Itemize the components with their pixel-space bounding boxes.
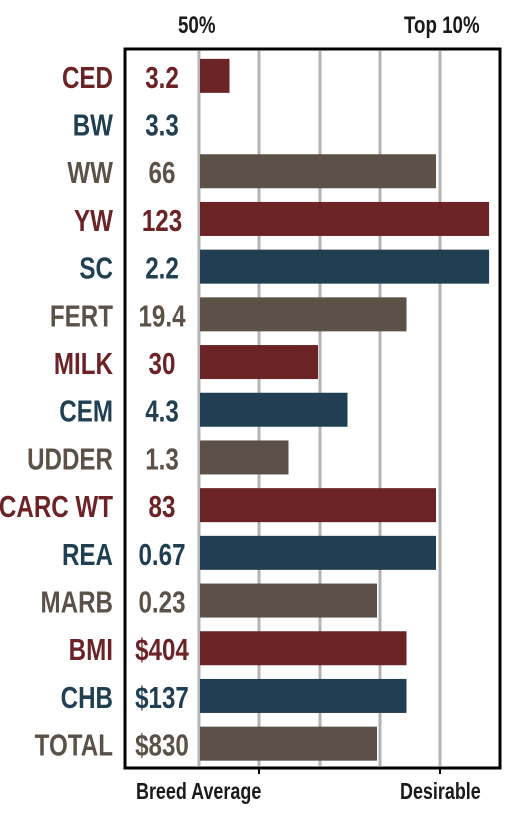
- bar: [200, 631, 407, 666]
- category-label: CARC WT: [0, 489, 113, 524]
- bar: [200, 392, 348, 427]
- bar: [200, 488, 436, 523]
- category-label: MILK: [54, 346, 113, 381]
- header-left-label: 50%: [178, 12, 216, 39]
- category-label: SC: [79, 251, 113, 286]
- category-label: CEM: [59, 394, 113, 429]
- category-label: UDDER: [27, 442, 113, 477]
- value-label: $404: [135, 632, 189, 667]
- category-label: BW: [73, 108, 114, 143]
- category-label: YW: [74, 203, 114, 238]
- category-label: CHB: [61, 680, 113, 715]
- value-label: 0.67: [138, 537, 185, 572]
- value-label: 3.2: [145, 60, 179, 95]
- chart-frame: [123, 47, 502, 770]
- bar: [200, 535, 436, 570]
- value-label: 30: [149, 346, 176, 381]
- category-label: TOTAL: [35, 728, 113, 763]
- value-label: $830: [135, 728, 189, 763]
- value-label: 123: [142, 203, 182, 238]
- header-right-label: Top 10%: [404, 12, 480, 39]
- value-label: 83: [149, 489, 176, 524]
- category-label: FERT: [50, 298, 113, 333]
- bar: [200, 583, 377, 618]
- value-label: 19.4: [138, 298, 186, 333]
- bar: [200, 726, 377, 761]
- category-label: BMI: [69, 632, 113, 667]
- footer-left-label: Breed Average: [136, 778, 262, 804]
- bar: [200, 201, 490, 236]
- bar: [200, 58, 230, 93]
- value-label: 0.23: [138, 585, 185, 620]
- value-label: 2.2: [145, 251, 179, 286]
- bar: [200, 345, 318, 380]
- footer-right-label: Desirable: [400, 778, 481, 804]
- value-label: 3.3: [145, 108, 179, 143]
- bar: [200, 154, 436, 189]
- value-label: 66: [149, 155, 176, 190]
- bar: [200, 297, 407, 332]
- value-label: 1.3: [145, 442, 179, 477]
- category-label: WW: [67, 155, 113, 190]
- bar: [200, 249, 490, 284]
- category-label: MARB: [41, 585, 113, 620]
- bar: [200, 678, 407, 713]
- value-label: 4.3: [145, 394, 179, 429]
- value-label: $137: [135, 680, 189, 715]
- bar: [200, 440, 289, 475]
- category-label: CED: [62, 60, 113, 95]
- category-label: REA: [62, 537, 113, 572]
